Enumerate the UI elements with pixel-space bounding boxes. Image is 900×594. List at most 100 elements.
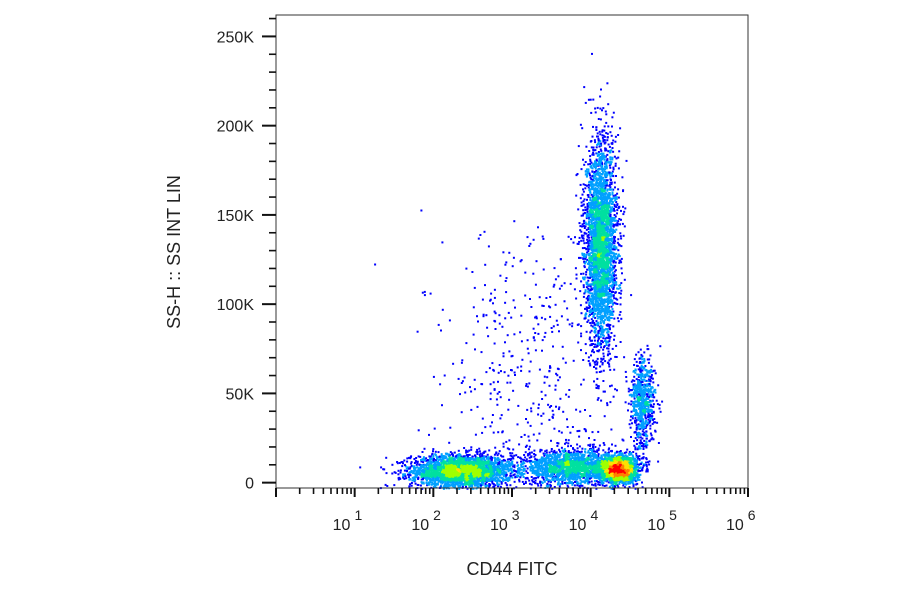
event-dot xyxy=(463,463,466,466)
event-dot xyxy=(457,476,460,479)
event-dot xyxy=(457,469,460,472)
event-dot xyxy=(474,468,477,471)
event-dot xyxy=(554,480,556,483)
event-dot xyxy=(594,454,597,456)
event-dot xyxy=(511,461,513,464)
event-dot xyxy=(553,473,556,476)
event-dot xyxy=(513,473,516,476)
event-dot xyxy=(557,442,560,445)
event-dot xyxy=(438,476,441,479)
event-dot xyxy=(519,468,522,471)
event-dot xyxy=(429,457,432,460)
event-dot xyxy=(394,471,397,474)
event-dot xyxy=(439,469,442,472)
event-dot xyxy=(461,472,464,475)
event-dot xyxy=(553,463,555,466)
event-dot xyxy=(571,475,574,478)
event-dot xyxy=(465,465,468,468)
event-dot xyxy=(456,483,459,486)
event-dot xyxy=(565,441,568,444)
event-dot xyxy=(567,439,570,442)
event-dot xyxy=(522,465,525,468)
event-dot xyxy=(551,461,554,464)
event-dot xyxy=(489,463,492,466)
event-dot xyxy=(465,479,468,482)
event-dot xyxy=(414,467,417,470)
event-dot xyxy=(545,449,548,452)
event-dot xyxy=(588,463,590,466)
event-dot xyxy=(476,473,479,476)
event-dot xyxy=(453,466,456,469)
event-dot xyxy=(591,462,594,465)
event-dot xyxy=(604,451,607,454)
event-dot xyxy=(566,467,569,470)
event-dot xyxy=(430,457,433,460)
event-dot xyxy=(422,464,425,467)
event-dot xyxy=(458,472,461,475)
event-dot xyxy=(486,463,489,466)
event-dot xyxy=(540,459,543,462)
event-dot xyxy=(582,480,585,483)
event-dot xyxy=(559,477,562,480)
event-dot xyxy=(588,461,591,464)
event-dot xyxy=(420,460,423,463)
event-dot xyxy=(595,462,598,465)
event-dot xyxy=(508,469,511,472)
event-dot xyxy=(459,462,462,465)
event-dot xyxy=(420,459,422,461)
event-dot xyxy=(523,468,526,471)
event-dot xyxy=(464,481,467,483)
event-dot xyxy=(463,447,466,449)
event-dot xyxy=(509,484,512,487)
event-dot xyxy=(433,466,435,469)
event-dot xyxy=(591,465,594,468)
event-dot xyxy=(585,470,588,473)
event-dot xyxy=(544,464,547,467)
event-dot xyxy=(557,482,560,485)
event-dot xyxy=(576,443,579,446)
event-dot xyxy=(531,461,534,463)
event-dot xyxy=(455,467,458,470)
event-dot xyxy=(635,454,638,457)
event-dot xyxy=(574,456,577,459)
event-dot xyxy=(544,460,547,462)
event-dot xyxy=(606,479,609,482)
event-dot xyxy=(568,478,571,481)
event-dot xyxy=(445,473,447,476)
event-dot xyxy=(478,478,481,481)
event-dot xyxy=(412,472,415,475)
event-dot xyxy=(435,465,438,468)
event-dot xyxy=(561,477,564,480)
event-dot xyxy=(534,466,537,469)
event-dot xyxy=(513,480,516,483)
event-dot xyxy=(459,479,462,482)
event-dot xyxy=(470,446,473,449)
event-dot xyxy=(577,455,580,458)
event-dot xyxy=(453,451,456,454)
event-dot xyxy=(532,468,535,471)
event-dot xyxy=(539,448,542,451)
event-dot xyxy=(386,485,389,487)
event-dot xyxy=(567,445,570,448)
event-dot xyxy=(481,463,484,466)
event-dot xyxy=(500,486,502,489)
event-dot xyxy=(423,459,426,462)
event-dot xyxy=(561,480,564,483)
event-dot xyxy=(413,458,416,460)
event-dot xyxy=(587,473,590,475)
event-dot xyxy=(494,459,497,462)
event-dot xyxy=(496,482,499,485)
event-dot xyxy=(409,456,412,458)
event-dot xyxy=(579,482,582,485)
event-dot xyxy=(499,471,502,474)
event-dot xyxy=(488,485,491,488)
event-dot xyxy=(419,455,422,458)
event-dot xyxy=(440,456,443,459)
event-dot xyxy=(420,474,423,477)
event-dot xyxy=(457,481,460,484)
event-dot xyxy=(476,458,479,461)
event-dot xyxy=(407,476,410,479)
event-dot xyxy=(580,468,583,471)
event-dot xyxy=(475,463,478,465)
event-dot xyxy=(477,461,480,464)
